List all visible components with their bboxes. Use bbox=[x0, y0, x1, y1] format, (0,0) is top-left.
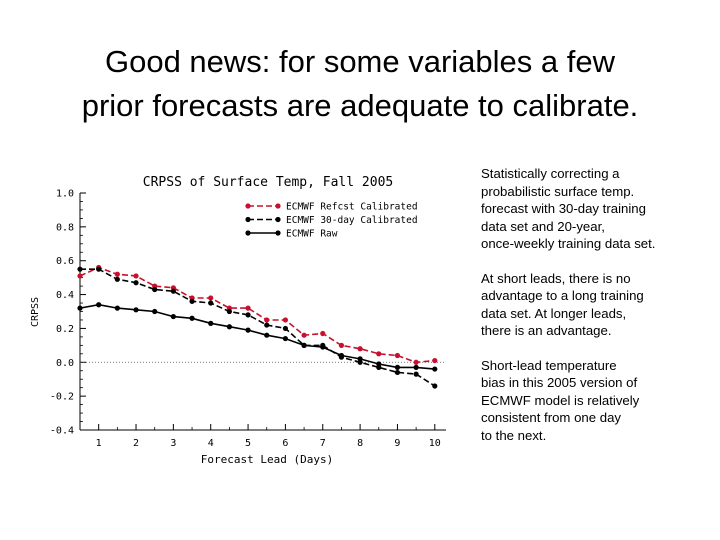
series-2-point bbox=[133, 280, 139, 286]
notes-panel: Statistically correcting a probabilistic… bbox=[481, 165, 711, 461]
series-3-point bbox=[170, 313, 176, 320]
series-line-3 bbox=[79, 303, 435, 370]
series-3-point bbox=[114, 305, 120, 311]
series-3-point bbox=[96, 302, 102, 308]
series-1-point bbox=[394, 352, 401, 359]
series-2-point bbox=[170, 288, 176, 294]
series-3-point bbox=[320, 344, 326, 350]
series-1-point bbox=[208, 295, 214, 301]
series-1-point bbox=[77, 273, 83, 279]
series-1-point bbox=[338, 342, 345, 348]
series-1-point bbox=[264, 317, 270, 323]
series-1-point bbox=[376, 351, 382, 357]
series-3-point bbox=[226, 324, 232, 330]
series-2-point bbox=[152, 286, 158, 293]
y-tick-label: 1.0 bbox=[56, 189, 74, 200]
y-tick-label: 0.4 bbox=[56, 290, 74, 301]
series-2-point bbox=[114, 276, 120, 282]
legend-label-2: ECMWF 30-day Calibrated bbox=[286, 215, 418, 226]
series-2-point bbox=[245, 312, 251, 318]
series-1-point bbox=[133, 273, 139, 279]
series-1-point bbox=[413, 359, 419, 365]
series-3-point bbox=[357, 356, 363, 362]
series-3-point bbox=[77, 305, 83, 311]
series-2-point bbox=[96, 266, 102, 272]
x-tick-label: 2 bbox=[133, 438, 139, 449]
series-2-point bbox=[77, 266, 83, 272]
x-axis-label: Forecast Lead (Days) bbox=[201, 453, 333, 466]
y-axis-label: CRPSS bbox=[30, 297, 41, 327]
x-tick-label: 1 bbox=[96, 438, 102, 449]
x-tick-label: 10 bbox=[429, 438, 441, 449]
chart-title: CRPSS of Surface Temp, Fall 2005 bbox=[143, 175, 393, 190]
series-3-point bbox=[338, 352, 345, 359]
y-tick-label: 0.8 bbox=[56, 222, 74, 233]
series-1-point bbox=[301, 332, 307, 338]
x-tick-label: 9 bbox=[394, 438, 400, 449]
slide-title: Good news: for some variables a few prio… bbox=[20, 40, 700, 128]
legend-marker-1 bbox=[245, 203, 251, 209]
plot-area: -0.4 -0.2 0.0 0.2 0.4 0.6 0.8 1.0 1 2 3 4 5 6 7 8 9 10 bbox=[50, 189, 446, 449]
slide-title-line-2: prior forecasts are adequate to calibrat… bbox=[81, 88, 639, 123]
series-2-point bbox=[226, 308, 232, 315]
note-paragraph-3: Short-lead temperature bias in this 2005… bbox=[481, 357, 640, 443]
series-3-point bbox=[208, 320, 214, 326]
legend-marker-3 bbox=[245, 230, 251, 236]
x-tick-label: 4 bbox=[208, 438, 214, 449]
y-tick-label: -0.2 bbox=[50, 392, 74, 403]
series-2-point bbox=[432, 383, 438, 389]
legend: ECMWF Refcst Calibrated ECMWF 30-day Cali… bbox=[245, 202, 418, 240]
note-paragraph-2: At short leads, there is no advantage to… bbox=[481, 270, 644, 339]
series-line-1 bbox=[79, 266, 435, 364]
series-3-point bbox=[394, 364, 401, 370]
series-2-point bbox=[282, 325, 289, 332]
series-line-2 bbox=[80, 268, 436, 387]
y-tick-label: 0.0 bbox=[56, 358, 74, 369]
series-3-point bbox=[245, 327, 251, 333]
y-tick-label: 0.2 bbox=[56, 324, 74, 335]
series-3-point bbox=[264, 332, 270, 338]
series-3-point bbox=[282, 335, 289, 342]
legend-marker-1 bbox=[275, 203, 281, 209]
legend-label-1: ECMWF Refcst Calibrated bbox=[286, 202, 418, 213]
legend-marker-2 bbox=[275, 216, 281, 223]
series-2-point bbox=[208, 300, 214, 306]
y-tick-label: 0.6 bbox=[56, 256, 74, 267]
crpss-line-chart: CRPSS of Surface Temp, Fall 2005 CRPSS F… bbox=[30, 175, 446, 466]
series-1-point bbox=[282, 317, 289, 323]
series-3-point bbox=[133, 307, 139, 313]
series-3-point bbox=[376, 361, 382, 367]
series-1-point bbox=[245, 305, 251, 311]
series-3-point bbox=[152, 308, 158, 315]
x-tick-label: 5 bbox=[245, 438, 251, 449]
series-3-point bbox=[432, 366, 438, 372]
series-1-point bbox=[432, 357, 438, 364]
series-1-point bbox=[357, 346, 363, 352]
x-tick-label: 8 bbox=[357, 438, 363, 449]
slide-title-line-1: Good news: for some variables a few bbox=[104, 44, 616, 79]
series-2-point bbox=[264, 322, 270, 328]
series-3-point bbox=[413, 364, 419, 370]
x-tick-label: 3 bbox=[170, 438, 176, 449]
x-tick-label: 7 bbox=[320, 438, 326, 449]
series-3-point bbox=[189, 315, 195, 321]
legend-marker-3 bbox=[275, 230, 281, 236]
legend-label-3: ECMWF Raw bbox=[286, 229, 338, 240]
series-2-point bbox=[189, 298, 195, 304]
series-3-point bbox=[301, 342, 307, 348]
series-1-point bbox=[320, 330, 326, 337]
series-1-point bbox=[114, 271, 120, 277]
legend-marker-2 bbox=[245, 216, 251, 223]
y-tick-label: -0.4 bbox=[50, 426, 74, 437]
x-tick-label: 6 bbox=[282, 438, 288, 449]
note-paragraph-1: Statistically correcting a probabilistic… bbox=[481, 166, 656, 251]
series-2-point bbox=[394, 369, 401, 376]
series-2-point bbox=[413, 371, 419, 377]
